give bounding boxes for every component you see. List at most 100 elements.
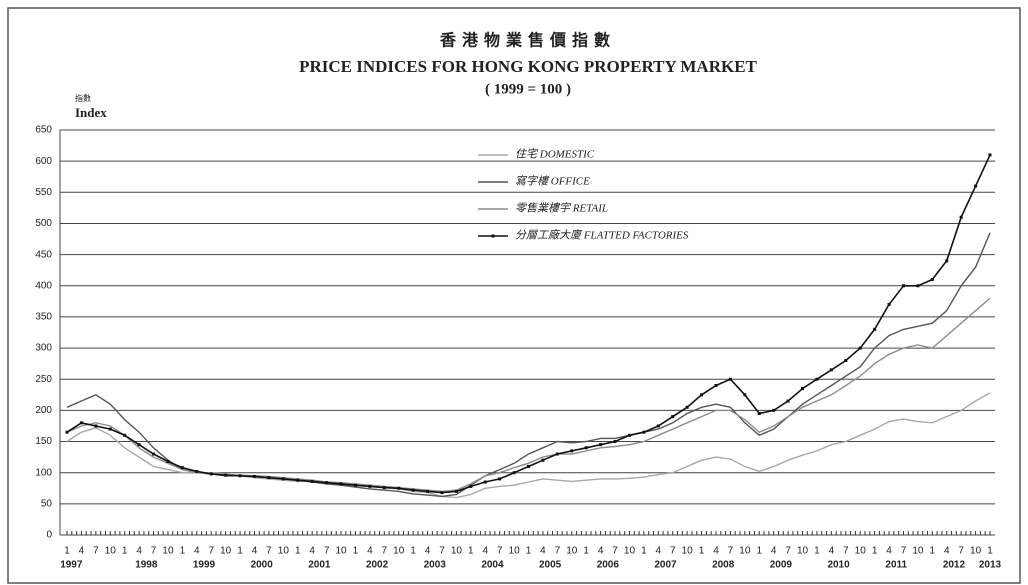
series-marker	[570, 449, 574, 453]
x-tick-label: 4	[79, 546, 85, 557]
x-tick-label: 7	[151, 546, 157, 557]
x-year-label: 2009	[770, 560, 793, 571]
x-tick-label: 7	[382, 546, 388, 557]
x-tick-label: 1	[583, 546, 589, 557]
series-marker	[685, 405, 689, 409]
x-tick-label: 10	[970, 546, 982, 557]
x-tick-label: 10	[451, 546, 463, 557]
series-marker	[627, 433, 631, 437]
x-tick-label: 4	[194, 546, 200, 557]
x-tick-label: 10	[682, 546, 694, 557]
y-tick-label: 50	[41, 498, 53, 509]
x-year-label: 2002	[366, 560, 389, 571]
x-tick-label: 7	[497, 546, 503, 557]
frame	[7, 7, 1021, 584]
x-tick-label: 4	[540, 546, 546, 557]
x-year-label: 2000	[251, 560, 274, 571]
x-tick-label: 10	[797, 546, 809, 557]
x-tick-label: 4	[598, 546, 604, 557]
series-marker	[613, 440, 617, 444]
x-tick-label: 7	[843, 546, 849, 557]
x-tick-label: 1	[987, 546, 993, 557]
x-tick-label: 1	[410, 546, 416, 557]
series-marker	[873, 327, 877, 331]
legend-label: 分層工廠大廈 FLATTED FACTORIES	[515, 229, 689, 242]
series-marker	[368, 484, 372, 488]
y-tick-label: 450	[35, 249, 52, 260]
y-tick-label: 0	[46, 530, 52, 541]
series-marker	[541, 458, 545, 462]
legend-marker	[491, 234, 495, 238]
x-tick-label: 1	[237, 546, 243, 557]
series-marker	[252, 474, 256, 478]
series-marker	[887, 302, 891, 306]
series-marker	[656, 424, 660, 428]
x-tick-label: 7	[670, 546, 676, 557]
series-marker	[483, 480, 487, 484]
series-marker	[901, 284, 905, 288]
series-marker	[555, 452, 559, 456]
x-tick-label: 10	[509, 546, 521, 557]
series-marker	[426, 489, 430, 493]
x-tick-label: 1	[756, 546, 762, 557]
series-marker	[137, 443, 141, 447]
chart-title-zh: 香港物業售價指數	[439, 31, 616, 50]
x-tick-label: 4	[886, 546, 892, 557]
series-marker	[599, 443, 603, 447]
y-tick-label: 500	[35, 218, 52, 229]
legend-label: 零售業樓宇 RETAIL	[515, 202, 608, 215]
series-marker	[469, 484, 473, 488]
series-marker	[700, 393, 704, 397]
series-marker	[65, 430, 69, 434]
y-tick-label: 350	[35, 312, 52, 323]
series-marker	[815, 377, 819, 381]
x-tick-label: 4	[309, 546, 315, 557]
x-tick-label: 1	[122, 546, 128, 557]
series-marker	[786, 399, 790, 403]
series-marker	[267, 476, 271, 480]
x-tick-label: 10	[335, 546, 347, 557]
y-tick-label: 650	[35, 125, 52, 136]
x-tick-label: 1	[872, 546, 878, 557]
series-marker	[238, 474, 242, 478]
series-marker	[757, 412, 761, 415]
series-marker	[310, 479, 314, 483]
x-tick-label: 4	[482, 546, 488, 557]
series-marker	[325, 481, 329, 485]
y-axis-label-zh: 指數	[75, 93, 91, 103]
x-year-label: 2004	[481, 560, 504, 571]
x-year-label: 2007	[654, 560, 677, 571]
x-tick-label: 7	[901, 546, 907, 557]
x-tick-label: 1	[930, 546, 936, 557]
x-year-label: 2012	[943, 560, 966, 571]
x-tick-label: 7	[324, 546, 330, 557]
y-axis-label: Index	[75, 105, 107, 120]
x-tick-label: 7	[785, 546, 791, 557]
series-marker	[801, 387, 805, 391]
series-marker	[512, 471, 516, 475]
x-year-label: 2003	[424, 560, 447, 571]
series-marker	[959, 215, 963, 219]
x-year-label: 2010	[827, 560, 850, 571]
x-tick-label: 1	[699, 546, 705, 557]
series-marker	[382, 486, 386, 490]
series-marker	[339, 482, 343, 486]
y-tick-label: 600	[35, 156, 52, 167]
x-tick-label: 4	[136, 546, 142, 557]
x-tick-label: 4	[425, 546, 431, 557]
series-marker	[180, 466, 184, 470]
series-marker	[916, 284, 920, 288]
x-tick-label: 4	[367, 546, 373, 557]
series-line	[66, 297, 991, 493]
series-marker	[527, 464, 530, 468]
y-tick-label: 150	[35, 436, 52, 447]
series-marker	[584, 446, 588, 450]
chart-title: PRICE INDICES FOR HONG KONG PROPERTY MAR…	[299, 57, 757, 76]
legend-label: 寫字樓 OFFICE	[515, 175, 590, 188]
x-tick-label: 7	[728, 546, 734, 557]
x-year-label: 1998	[135, 560, 158, 571]
x-tick-label: 10	[162, 546, 174, 557]
x-tick-label: 10	[912, 546, 924, 557]
x-year-label: 1997	[60, 560, 83, 571]
x-tick-label: 7	[93, 546, 99, 557]
